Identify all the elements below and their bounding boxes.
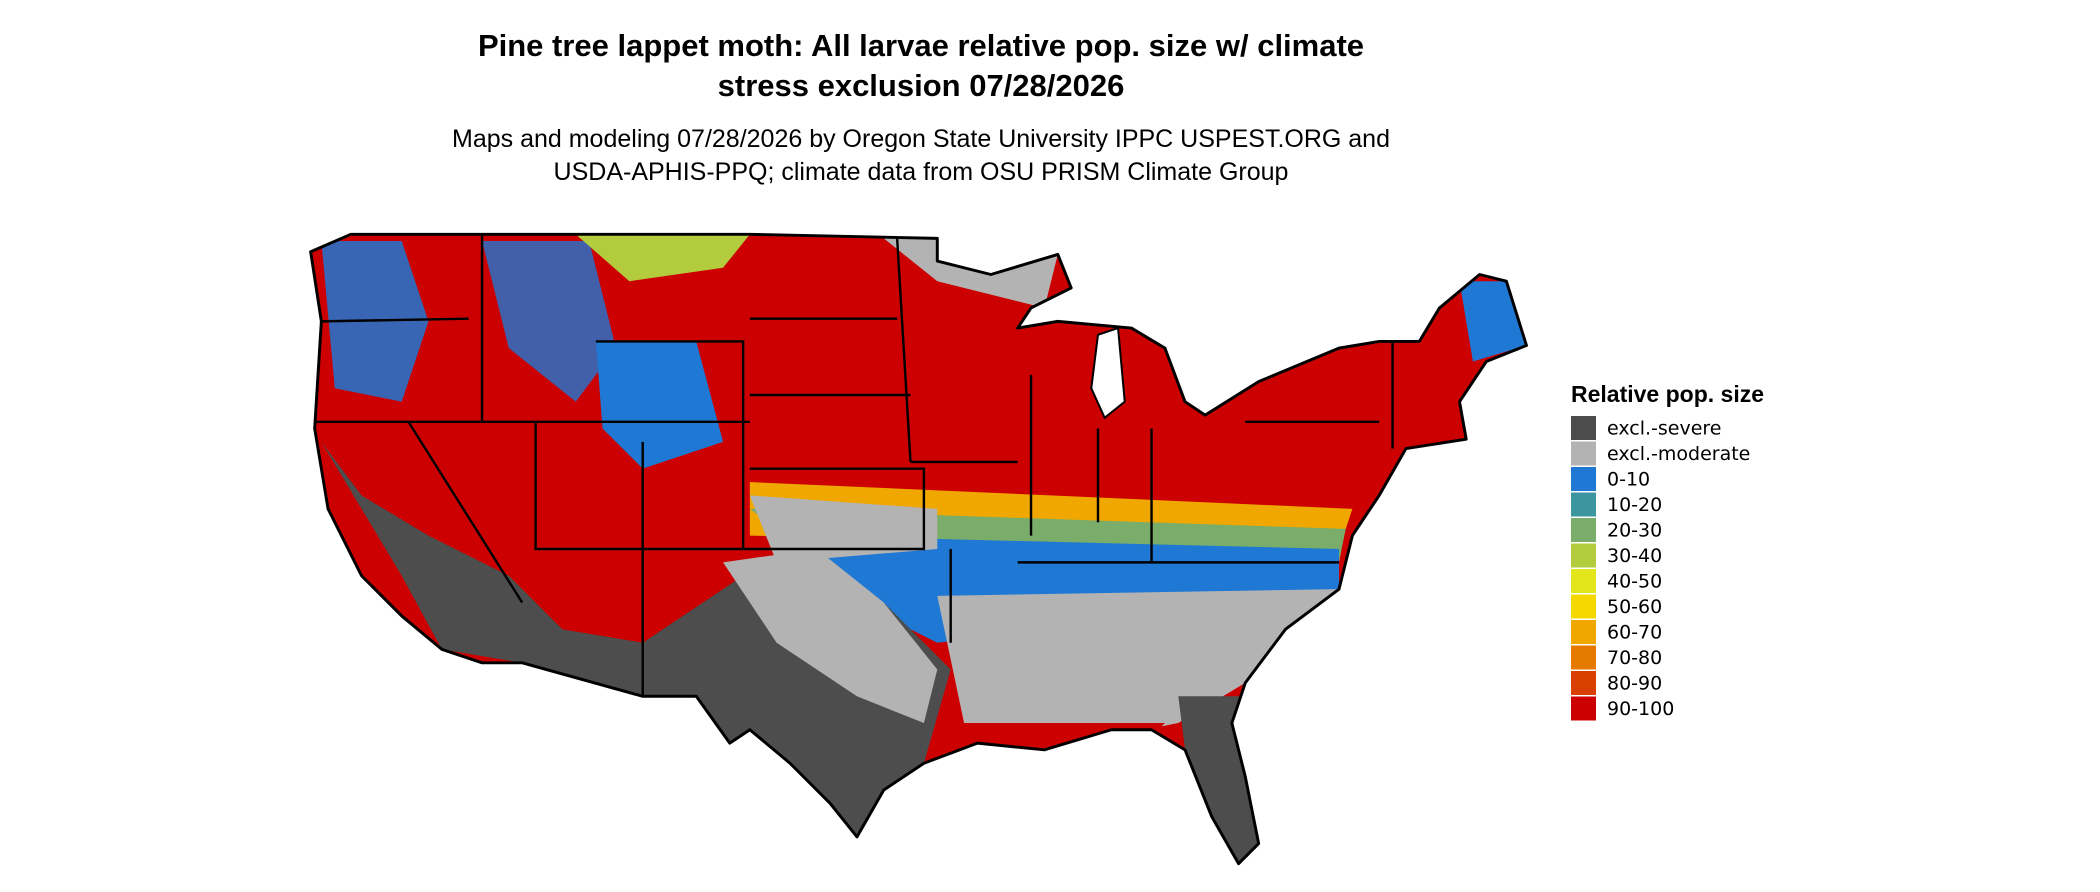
legend-label: 30-40 — [1607, 545, 1662, 567]
legend-label: 0-10 — [1607, 469, 1650, 491]
legend-label: 60-70 — [1607, 622, 1662, 644]
legend-swatch — [1571, 492, 1596, 517]
subtitle-line: USDA-APHIS-PPQ; climate data from OSU PR… — [554, 158, 1289, 186]
legend-swatch — [1571, 671, 1596, 695]
legend-swatch — [1571, 594, 1596, 619]
legend-label: excl.-severe — [1607, 418, 1722, 440]
legend-swatch — [1571, 696, 1596, 721]
legend-label: 50-60 — [1607, 596, 1662, 618]
legend-label: 40-50 — [1607, 571, 1662, 593]
legend-swatch — [1571, 467, 1596, 491]
title-line: stress exclusion 07/28/2026 — [718, 68, 1125, 103]
legend-swatch — [1571, 416, 1596, 440]
subtitle-line: Maps and modeling 07/28/2026 by Oregon S… — [452, 125, 1390, 153]
title-line: Pine tree lappet moth: All larvae relati… — [478, 28, 1364, 63]
legend-title: Relative pop. size — [1571, 381, 1764, 407]
legend-swatch — [1571, 569, 1596, 593]
legend-label: 90-100 — [1607, 698, 1674, 720]
legend-label: 70-80 — [1607, 647, 1662, 669]
legend-label: 80-90 — [1607, 673, 1662, 695]
legend-label: 20-30 — [1607, 520, 1662, 542]
legend-swatch — [1571, 518, 1596, 542]
legend: excl.-severe excl.-moderate 0-10 10-20 20-30… — [1571, 416, 1750, 721]
legend-swatch — [1571, 620, 1596, 644]
legend-swatch — [1571, 543, 1596, 568]
map — [309, 232, 1528, 866]
legend-swatch — [1571, 645, 1596, 670]
legend-label: excl.-moderate — [1607, 443, 1750, 465]
legend-swatch — [1571, 441, 1596, 466]
legend-label: 10-20 — [1607, 494, 1662, 516]
